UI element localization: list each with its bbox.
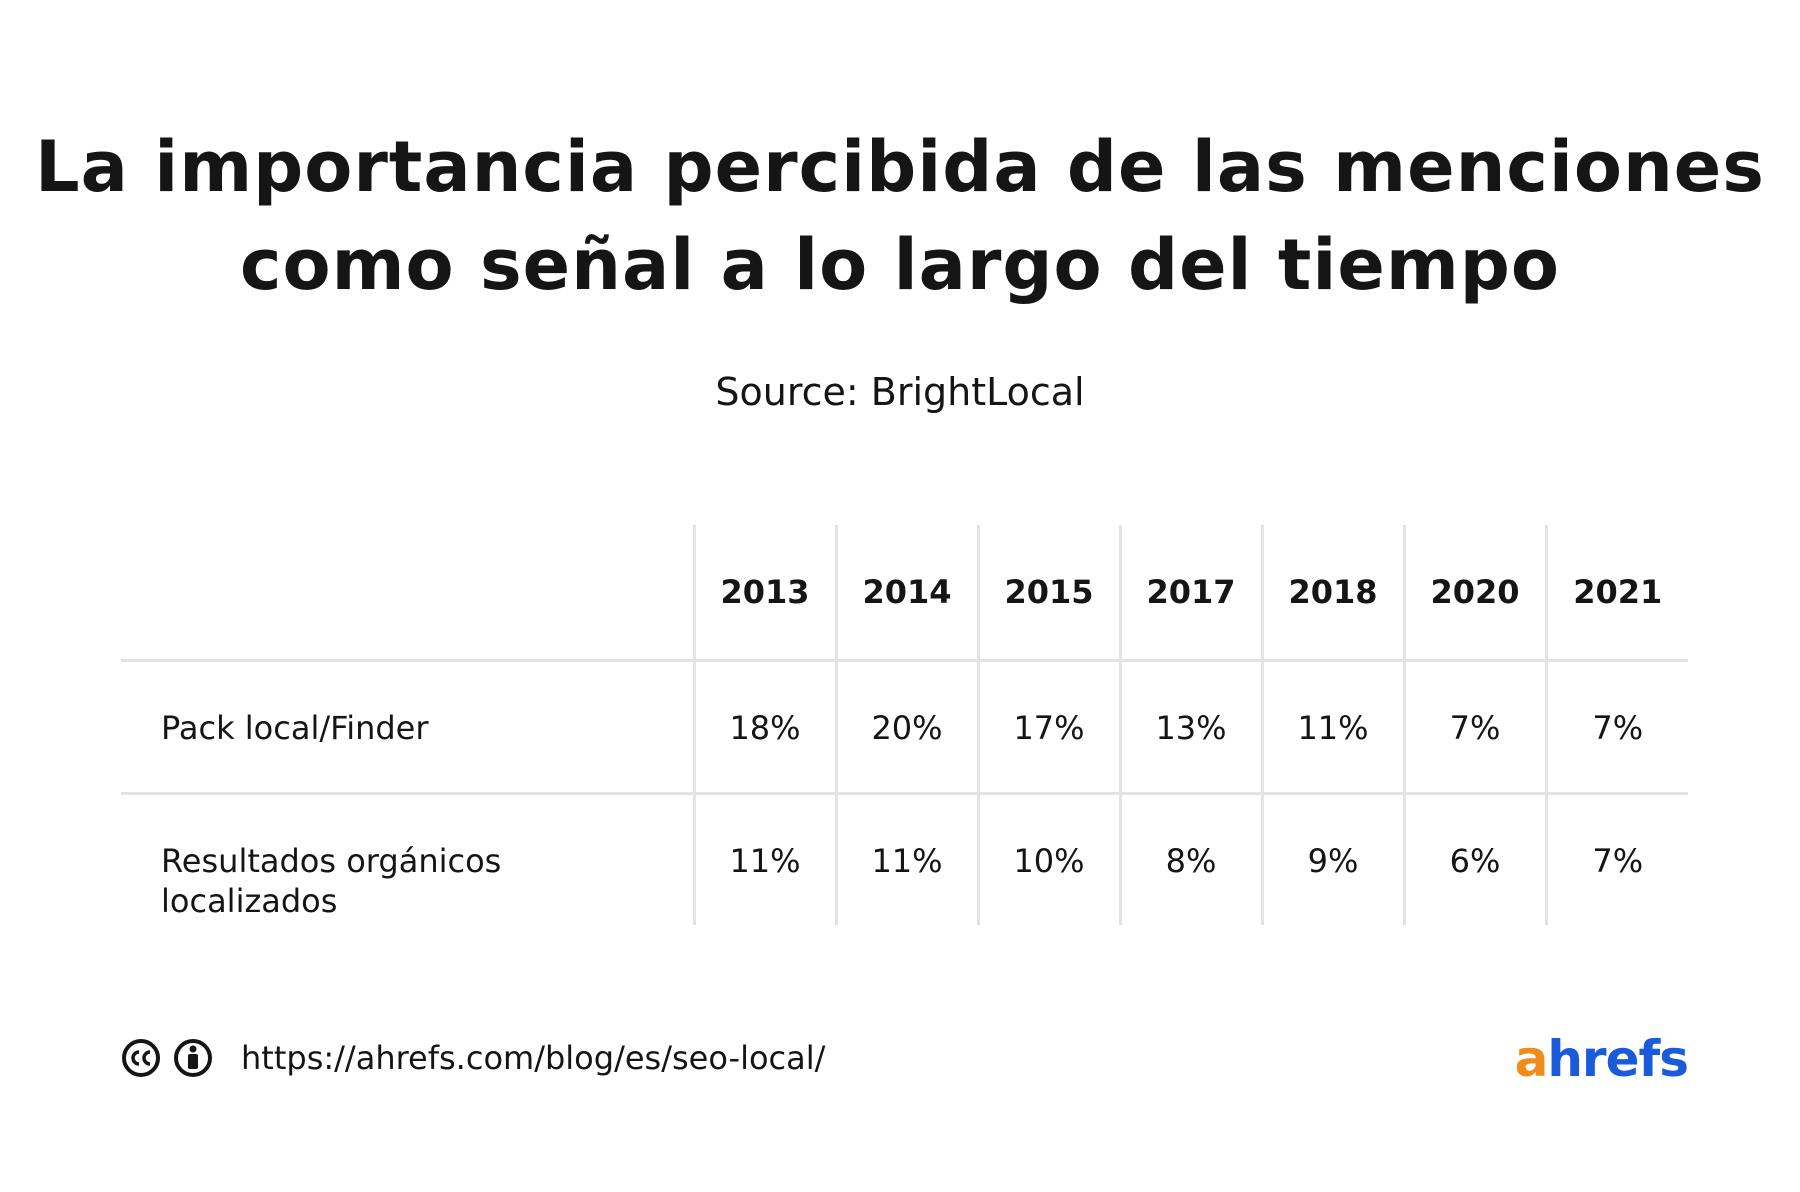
cell: 9% [1260,793,1404,925]
source-url[interactable]: https://ahrefs.com/blog/es/seo-local/ [241,1039,826,1077]
cell: 7% [1402,660,1546,794]
logo: ahrefs [1514,1030,1689,1088]
column-header: 2014 [834,525,978,661]
table-row: Pack local/Finder 18% 20% 17% 13% 11% 7% 7% [121,660,1688,794]
cell: 7% [1544,660,1688,794]
row-label: Resultados orgánicos localizados [161,842,502,920]
corner-cell [121,525,694,661]
table-body: Pack local/Finder 18% 20% 17% 13% 11% 7% 7% Resu… [121,660,1688,925]
cell: 18% [692,660,836,794]
license-icons [122,1039,212,1077]
cell: 8% [1118,793,1262,925]
cell: 7% [1544,793,1688,925]
cell: 20% [834,660,978,794]
cell: 10% [976,793,1120,925]
cell: 11% [1260,660,1404,794]
row-label: Pack local/Finder [161,709,429,747]
cell: 13% [1118,660,1262,794]
cell: 6% [1402,793,1546,925]
column-header: 2013 [692,525,836,661]
table-row: Resultados orgánicos localizados 11% 11% 10… [121,793,1688,925]
data-table: 2013 2014 2015 2017 2018 2020 2021 Pack local/… [121,525,1688,925]
column-header: 2017 [1118,525,1262,661]
column-header: 2021 [1544,525,1688,661]
column-header: 2020 [1402,525,1546,661]
cell: 11% [834,793,978,925]
source: Source: BrightLocal [715,370,1085,414]
column-header: 2018 [1260,525,1404,661]
header-row: 2013 2014 2015 2017 2018 2020 2021 [121,525,1688,661]
cell: 11% [692,793,836,925]
footer: https://ahrefs.com/blog/es/seo-local/ [121,1036,825,1080]
cell: 17% [976,660,1120,794]
column-header: 2015 [976,525,1120,661]
title-line: como señal a lo largo del tiempo [240,224,1560,306]
title-line: La importancia percibida de las mencione… [35,126,1765,208]
